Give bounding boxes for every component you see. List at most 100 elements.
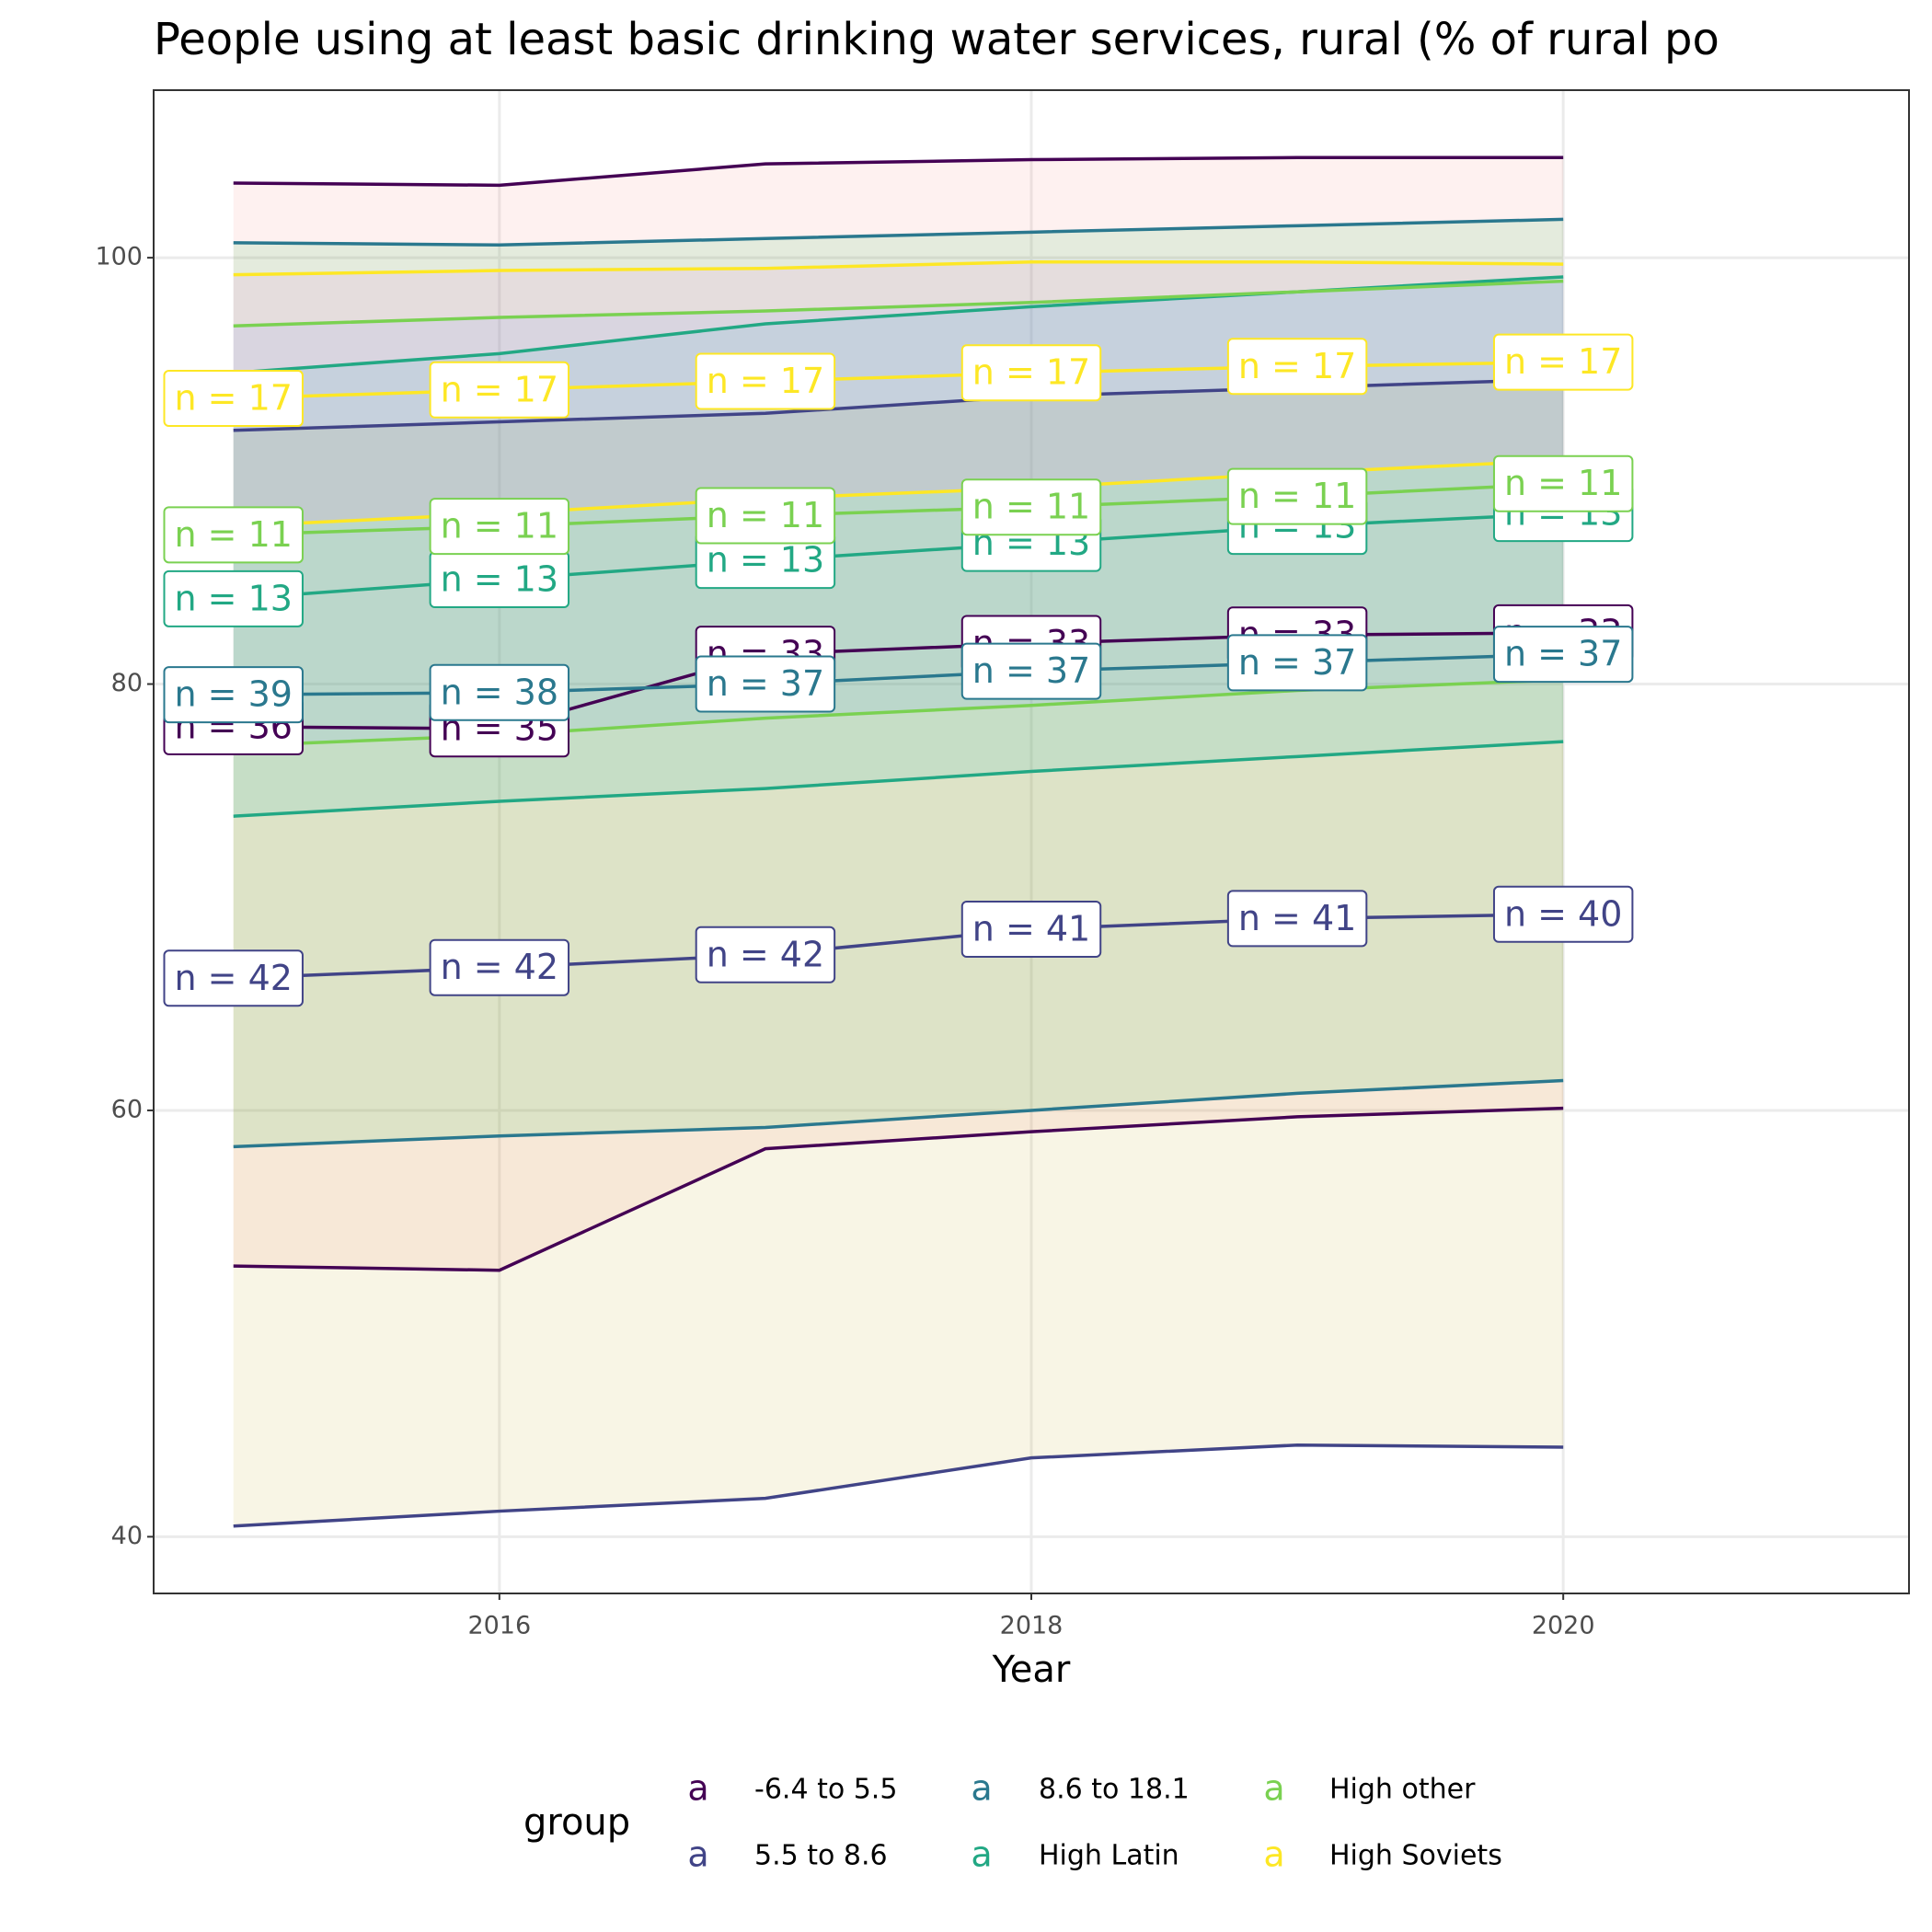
count-label-text: n = 11 xyxy=(972,487,1090,527)
count-label: n = 37 xyxy=(960,642,1102,700)
count-label: n = 11 xyxy=(429,498,570,556)
count-label-box xyxy=(429,938,570,996)
count-label: n = 17 xyxy=(960,344,1102,402)
count-label-text: n = 42 xyxy=(175,958,293,998)
count-label-text: n = 11 xyxy=(175,514,293,555)
chart-title: People using at least basic drinking wat… xyxy=(154,14,1719,65)
y-tick-label: 40 xyxy=(111,1522,143,1550)
count-label: n = 17 xyxy=(163,370,304,428)
count-label: n = 13 xyxy=(163,569,304,627)
count-label-text: n = 40 xyxy=(1504,893,1622,934)
count-label: n = 41 xyxy=(960,901,1102,958)
lower-line xyxy=(233,1078,1564,1149)
count-label-text: n = 11 xyxy=(707,495,824,535)
upper-line xyxy=(233,217,1564,247)
count-label-box xyxy=(163,370,304,428)
count-label-text: n = 37 xyxy=(707,663,824,704)
count-label-box xyxy=(960,344,1102,402)
count-label-box xyxy=(163,569,304,627)
count-label: n = 11 xyxy=(1226,467,1368,525)
count-label-box xyxy=(695,352,836,410)
count-label-text: n = 17 xyxy=(1504,341,1622,382)
count-label-box xyxy=(429,361,570,419)
count-label-text: n = 17 xyxy=(441,369,558,409)
x-tick-label: 2016 xyxy=(467,1612,531,1640)
count-label-box xyxy=(1226,634,1368,692)
count-label-text: n = 11 xyxy=(441,506,558,546)
count-label-box xyxy=(1492,333,1634,391)
count-label-text: n = 39 xyxy=(175,674,293,715)
count-label: n = 42 xyxy=(429,938,570,996)
count-label-text: n = 11 xyxy=(1238,476,1356,516)
count-label-box xyxy=(1492,626,1634,684)
count-label-box xyxy=(163,506,304,564)
count-label: n = 11 xyxy=(960,478,1102,536)
legend-title: group xyxy=(523,1801,630,1844)
count-label-text: n = 13 xyxy=(441,559,558,600)
lower-line xyxy=(233,1106,1564,1272)
count-label-box xyxy=(960,478,1102,536)
legend-label: High Latin xyxy=(1039,1840,1179,1872)
count-label-text: n = 17 xyxy=(1238,346,1356,386)
count-label-text: n = 13 xyxy=(175,578,293,618)
legend-key: a xyxy=(971,1834,992,1875)
legend-label: -6.4 to 5.5 xyxy=(754,1774,897,1806)
plot-area: n = 36n = 35n = 33n = 33n = 33n = 33n = … xyxy=(163,155,1634,1528)
count-label-text: n = 37 xyxy=(972,650,1090,691)
legend-key: a xyxy=(1263,1834,1284,1875)
count-label: n = 41 xyxy=(1226,890,1368,948)
count-label-box xyxy=(1226,338,1368,396)
count-label: n = 11 xyxy=(1492,454,1634,512)
count-label-text: n = 17 xyxy=(972,352,1090,393)
count-label: n = 40 xyxy=(1492,885,1634,943)
count-label-box xyxy=(960,901,1102,958)
count-label-box xyxy=(695,655,836,713)
count-label-box xyxy=(1492,454,1634,512)
count-label: n = 38 xyxy=(429,663,570,721)
legend-label: High other xyxy=(1329,1774,1476,1806)
count-label-box xyxy=(429,498,570,556)
count-label-text: n = 42 xyxy=(707,934,824,974)
count-label-text: n = 37 xyxy=(1238,642,1356,683)
legend-key: a xyxy=(971,1768,992,1809)
count-label-text: n = 41 xyxy=(972,909,1090,949)
y-tick-label: 60 xyxy=(111,1095,143,1123)
ribbon xyxy=(233,261,1564,527)
legend-key: a xyxy=(1263,1768,1284,1809)
count-label-text: n = 41 xyxy=(1238,898,1356,938)
count-label: n = 37 xyxy=(1492,626,1634,684)
legend-label: High Soviets xyxy=(1329,1840,1502,1872)
x-axis-title: Year xyxy=(992,1649,1071,1691)
lower-line xyxy=(233,740,1564,818)
legend: a -6.4 to 5.5 a 5.5 to 8.6 a 8.6 to 18.1 a High… xyxy=(687,1768,1501,1875)
count-label-box xyxy=(163,949,304,1007)
count-label: n = 13 xyxy=(429,551,570,608)
legend-key: a xyxy=(687,1834,708,1875)
count-label: n = 17 xyxy=(695,352,836,410)
count-label-box xyxy=(960,642,1102,700)
count-label: n = 42 xyxy=(695,926,836,983)
upper-line xyxy=(233,260,1564,277)
count-label-box xyxy=(1226,890,1368,948)
count-label-box xyxy=(1226,467,1368,525)
legend-key: a xyxy=(687,1768,708,1809)
count-label-text: n = 17 xyxy=(175,378,293,419)
count-label-text: n = 11 xyxy=(1504,463,1622,503)
count-label: n = 11 xyxy=(163,506,304,564)
count-label-box xyxy=(1492,885,1634,943)
upper-line xyxy=(233,155,1564,188)
axes: 40 60 80 100 2016 2018 2020 xyxy=(95,243,1594,1640)
count-label: n = 11 xyxy=(695,487,836,545)
legend-label: 8.6 to 18.1 xyxy=(1039,1774,1190,1806)
count-label-text: n = 13 xyxy=(707,540,824,581)
x-tick-label: 2020 xyxy=(1532,1612,1595,1640)
y-tick-label: 100 xyxy=(95,243,143,271)
x-tick-label: 2018 xyxy=(1000,1612,1064,1640)
upper-line xyxy=(233,279,1564,328)
count-label: n = 37 xyxy=(695,655,836,713)
count-label-text: n = 38 xyxy=(441,672,558,712)
count-label: n = 17 xyxy=(429,361,570,419)
lower-line xyxy=(233,1443,1564,1528)
count-label: n = 17 xyxy=(1492,333,1634,391)
